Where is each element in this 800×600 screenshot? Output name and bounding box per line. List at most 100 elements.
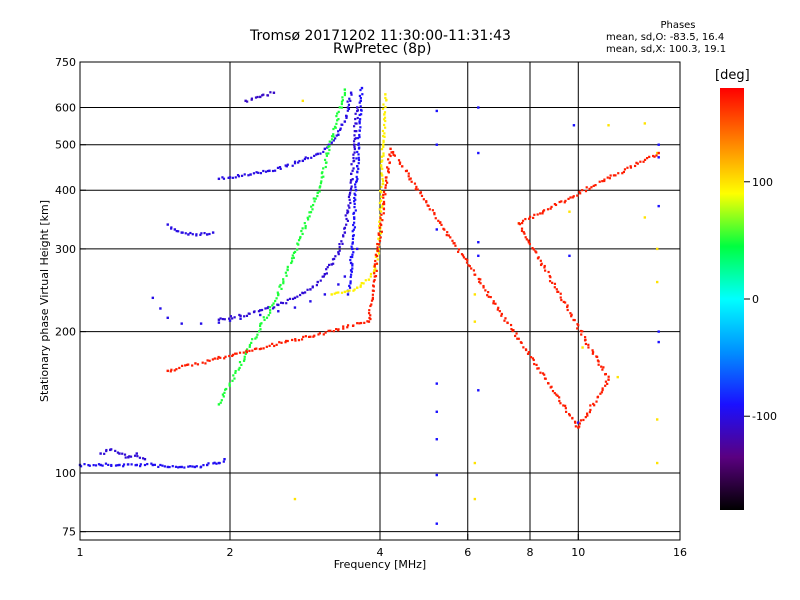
data-point (374, 275, 378, 278)
data-point (358, 113, 361, 117)
data-point (299, 293, 302, 297)
data-point (353, 221, 356, 224)
data-point (457, 250, 460, 253)
data-point (635, 161, 638, 164)
data-point (350, 172, 353, 175)
data-point (410, 180, 413, 183)
data-point (122, 465, 125, 468)
data-point (244, 99, 247, 103)
data-point (359, 321, 363, 325)
data-point (492, 302, 495, 305)
data-point (344, 214, 347, 217)
data-point (313, 200, 316, 203)
data-point (217, 403, 221, 406)
data-point (351, 178, 354, 181)
data-point (345, 223, 348, 226)
data-point (373, 272, 376, 275)
data-point (379, 217, 382, 220)
data-point (213, 357, 216, 360)
data-point (374, 259, 377, 263)
data-point (559, 402, 562, 405)
data-point (343, 226, 347, 229)
data-point (371, 289, 375, 292)
data-point (353, 183, 357, 186)
data-point (564, 301, 567, 304)
data-point (199, 465, 203, 468)
data-point (272, 91, 276, 94)
data-point (321, 275, 324, 278)
data-point (309, 335, 312, 338)
data-point (652, 154, 655, 158)
data-point (325, 154, 328, 157)
data-point (168, 465, 171, 469)
data-point (346, 109, 349, 112)
data-point (602, 366, 605, 369)
data-point (591, 352, 594, 355)
data-point (383, 111, 387, 114)
data-point (537, 256, 540, 259)
data-point (271, 169, 275, 173)
data-point (297, 161, 300, 164)
data-point (440, 223, 443, 226)
data-point (318, 186, 321, 189)
data-point (642, 160, 645, 163)
data-point (238, 313, 241, 317)
data-point (238, 361, 242, 364)
data-point (354, 189, 358, 192)
data-point (380, 160, 383, 163)
data-point (318, 190, 321, 193)
data-point (332, 135, 335, 138)
data-point (189, 465, 192, 468)
data-point (388, 153, 391, 156)
y-tick-label: 500 (55, 139, 76, 152)
data-points (78, 86, 660, 525)
data-point (382, 103, 385, 106)
data-point (379, 199, 383, 202)
data-point (358, 129, 361, 132)
data-point (514, 334, 517, 338)
data-point (221, 317, 224, 321)
data-point (320, 176, 323, 179)
data-point (143, 463, 147, 467)
data-point (527, 239, 530, 242)
data-point (378, 201, 381, 205)
data-point (308, 215, 311, 218)
data-point (570, 313, 573, 316)
data-point (617, 172, 620, 175)
data-point (435, 143, 438, 146)
data-point (139, 463, 142, 466)
data-point (266, 169, 270, 173)
data-point (375, 255, 379, 258)
data-point (122, 463, 126, 466)
data-point (243, 358, 246, 361)
data-point (343, 120, 347, 123)
data-point (335, 134, 338, 137)
data-point (473, 293, 477, 296)
data-point (240, 363, 243, 366)
data-point (322, 167, 325, 170)
data-point (596, 359, 600, 362)
data-point (588, 187, 591, 190)
data-point (447, 234, 450, 237)
data-point (382, 196, 385, 199)
data-point (643, 122, 647, 125)
data-point (219, 401, 222, 404)
data-point (373, 278, 376, 282)
data-point (574, 425, 577, 428)
data-point (569, 196, 572, 199)
data-point (239, 317, 242, 320)
data-point (356, 109, 360, 112)
data-point (381, 204, 384, 207)
data-point (369, 275, 372, 278)
data-point (382, 190, 386, 194)
data-point (346, 210, 350, 213)
data-point (361, 93, 364, 96)
data-point (580, 333, 583, 336)
data-point (477, 277, 480, 281)
colorbar (720, 88, 744, 510)
data-point (238, 366, 241, 370)
data-point (332, 127, 335, 131)
data-point (371, 296, 374, 299)
data-point (346, 326, 349, 329)
data-point (257, 171, 260, 174)
